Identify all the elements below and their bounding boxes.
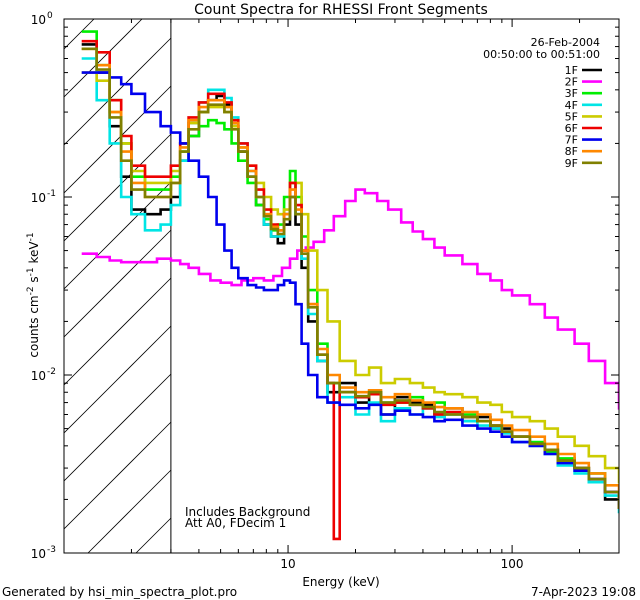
series-group — [81, 30, 619, 541]
hatch-lines — [64, 19, 172, 553]
attenuator-hatch-region — [64, 19, 172, 553]
legend-label-8F: 8F — [565, 145, 578, 158]
series-line-9F — [81, 47, 619, 509]
hatch-line — [64, 325, 172, 434]
y-tick-exponent: -3 — [47, 545, 56, 555]
y-tick-label: 10 — [31, 13, 46, 27]
hatch-line — [64, 373, 172, 482]
series-line-6F — [81, 39, 619, 541]
legend-date: 26-Feb-2004 — [531, 36, 600, 49]
hatch-line — [64, 19, 143, 98]
footer-timestamp: 7-Apr-2023 19:08 — [531, 585, 636, 599]
series-line-5F — [81, 71, 619, 484]
chart-title: Count Spectra for RHESSI Front Segments — [194, 2, 488, 18]
x-axis-label: Energy (keV) — [302, 575, 379, 589]
hatch-line — [64, 229, 172, 338]
hatch-line — [64, 133, 172, 242]
y-tick-exponent: 0 — [47, 11, 53, 21]
y-label-end: keV — [27, 241, 41, 268]
legend-label-7F: 7F — [565, 134, 578, 147]
legend-label-1F: 1F — [565, 64, 578, 77]
x-tick-label: 10 — [280, 557, 295, 571]
legend-label-6F: 6F — [565, 122, 578, 135]
hatch-line — [135, 517, 172, 553]
series-line-8F — [81, 47, 619, 501]
y-tick-label: 10 — [31, 547, 46, 561]
legend-time-range: 00:50:00 to 00:51:00 — [483, 48, 600, 61]
y-tick-exponent: -2 — [47, 367, 56, 377]
hatch-line — [64, 421, 172, 530]
plot-frame — [63, 18, 620, 554]
hatch-line — [64, 19, 95, 50]
footer-generated-by: Generated by hsi_min_spectra_plot.pro — [2, 585, 237, 599]
series-line-7F — [81, 71, 619, 505]
y-tick-label: 10 — [31, 191, 46, 205]
annotation-background: Includes Background — [185, 505, 310, 519]
y-axis-label: counts cm-2 s-1 keV-1 — [26, 232, 41, 357]
y-label-exp3: -1 — [26, 232, 36, 241]
legend-label-9F: 9F — [565, 157, 578, 170]
legend-label-5F: 5F — [565, 110, 578, 123]
series-line-1F — [81, 43, 619, 509]
legend-label-4F: 4F — [565, 99, 578, 112]
y-tick-label: 10 — [31, 369, 46, 383]
y-label-main: counts cm — [27, 295, 41, 357]
hatch-line — [64, 277, 172, 386]
hatch-line — [64, 181, 172, 290]
y-label-mid: s — [27, 276, 41, 286]
hatch-line — [64, 85, 172, 194]
y-label-exp1: -2 — [26, 286, 36, 295]
legend: 26-Feb-2004 00:50:00 to 00:51:00 1F2F3F4… — [483, 36, 602, 170]
legend-label-2F: 2F — [565, 76, 578, 89]
series-line-2F — [81, 188, 619, 410]
x-tick-label: 100 — [501, 557, 524, 571]
annotation-attenuator: Att A0, FDecim 1 — [185, 516, 286, 530]
legend-label-3F: 3F — [565, 87, 578, 100]
hatch-line — [87, 469, 172, 553]
hatch-line — [64, 37, 172, 146]
y-label-exp2: -1 — [26, 267, 36, 276]
y-tick-exponent: -1 — [47, 189, 56, 199]
